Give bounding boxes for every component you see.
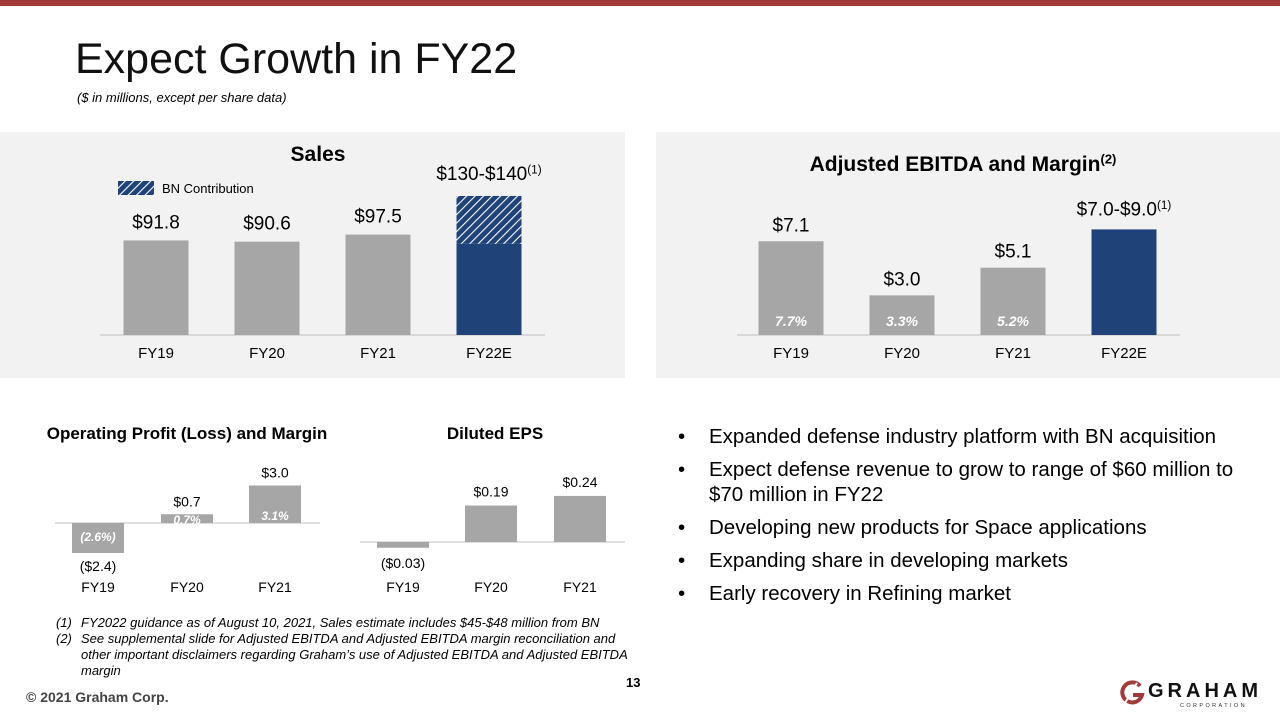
ebitda-chart-title: Adjusted EBITDA and Margin(2): [810, 152, 1117, 176]
eps-category-label: FY19: [386, 579, 420, 595]
bn-legend-label: BN Contribution: [162, 181, 254, 196]
sales-bn-bar: [456, 195, 522, 244]
bullet-item: • Expect defense revenue to grow to range…: [678, 458, 1234, 506]
sales-value-label: $91.8: [132, 212, 180, 233]
eps-category-label: FY20: [474, 579, 508, 595]
ebitda-margin-label: 7.7%: [775, 313, 807, 329]
bullet-dot-icon: •: [678, 516, 686, 539]
opprofit-bar: [161, 514, 213, 523]
opprofit-bar: [72, 523, 124, 553]
footnote: (2) See supplemental slide for Adjusted E…: [56, 631, 628, 678]
footnotes: (1) FY2022 guidance as of August 10, 2021…: [56, 615, 646, 679]
opprofit-margin-label: 3.1%: [261, 509, 289, 523]
copyright: © 2021 Graham Corp.: [26, 689, 169, 705]
sales-category-label: FY19: [138, 345, 174, 362]
eps-value-label: $0.24: [562, 474, 597, 490]
eps-value-label: ($0.03): [381, 555, 425, 571]
sales-value-label: $90.6: [243, 214, 291, 235]
footnote: (1) FY2022 guidance as of August 10, 2021…: [56, 615, 600, 630]
ebitda-bar: [1091, 229, 1157, 335]
ebitda-category-label: FY22E: [1101, 345, 1147, 362]
ebitda-value-label: $7.0-$9.0(1): [1077, 199, 1172, 221]
opprofit-margin-label: 0.7%: [173, 513, 201, 527]
sales-category-label: FY21: [360, 345, 396, 362]
opprofit-chart-title: Operating Profit (Loss) and Margin: [47, 424, 328, 443]
eps-chart-title: Diluted EPS: [447, 424, 543, 443]
ebitda-bar: [980, 267, 1046, 335]
sales-category-label: FY22E: [466, 345, 512, 362]
eps-category-label: FY21: [563, 579, 597, 595]
sales-category-label: FY20: [249, 345, 285, 362]
graham-logo: GRAHAM CORPORATION: [1118, 677, 1263, 711]
bullet-list: • Expanded defense industry platform with…: [678, 424, 1263, 614]
opprofit-value-label: ($2.4): [80, 558, 117, 574]
eps-bar: [554, 495, 606, 542]
eps-bar: [377, 542, 429, 548]
logo-subtext: CORPORATION: [1180, 703, 1247, 709]
sales-chart-title: Sales: [291, 143, 346, 166]
bullet-item: • Expanded defense industry platform with…: [678, 425, 1217, 448]
top-accent-bar: [0, 0, 1280, 6]
bullet-item: • Developing new products for Space appli…: [678, 516, 1147, 539]
opprofit-category-label: FY19: [81, 579, 115, 595]
sales-bar: [123, 240, 189, 335]
bullet-dot-icon: •: [678, 582, 686, 605]
opprofit-bar: [249, 485, 301, 523]
ebitda-category-label: FY21: [995, 345, 1031, 362]
ebitda-category-label: FY19: [773, 345, 809, 362]
ebitda-margin-label: 3.3%: [886, 313, 918, 329]
bullet-dot-icon: •: [678, 425, 686, 448]
sales-bar: [456, 243, 522, 335]
page-title: Expect Growth in FY22: [75, 35, 518, 83]
page-number: 13: [626, 675, 641, 690]
eps-value-label: $0.19: [473, 484, 508, 500]
ebitda-bar: [869, 295, 935, 335]
opprofit-value-label: $0.7: [173, 493, 200, 509]
ebitda-value-label: $3.0: [884, 269, 921, 290]
graham-g-logo-icon: [1120, 680, 1145, 705]
ebitda-margin-label: 5.2%: [997, 313, 1029, 329]
sales-bar: [345, 234, 411, 335]
bullet-dot-icon: •: [678, 458, 686, 481]
ebitda-category-label: FY20: [884, 345, 920, 362]
page-subtitle: ($ in millions, except per share data): [77, 90, 287, 105]
opprofit-value-label: $3.0: [261, 465, 288, 481]
opprofit-margin-label: (2.6%): [80, 530, 115, 544]
bullet-item: • Expanding share in developing markets: [678, 549, 1068, 572]
bullet-item: • Early recovery in Refining market: [678, 582, 1011, 605]
eps-bar: [465, 505, 517, 542]
bn-legend-swatch: [118, 181, 154, 195]
ebitda-value-label: $5.1: [995, 242, 1032, 263]
ebitda-value-label: $7.1: [773, 215, 810, 236]
logo-wordmark: GRAHAM: [1148, 680, 1262, 702]
sales-value-label: $97.5: [354, 207, 402, 228]
sales-bar: [234, 241, 300, 335]
opprofit-category-label: FY21: [258, 579, 292, 595]
opprofit-category-label: FY20: [170, 579, 204, 595]
sales-value-label: $130-$140(1): [436, 163, 541, 185]
ebitda-bar: [758, 241, 824, 335]
bullet-dot-icon: •: [678, 549, 686, 572]
